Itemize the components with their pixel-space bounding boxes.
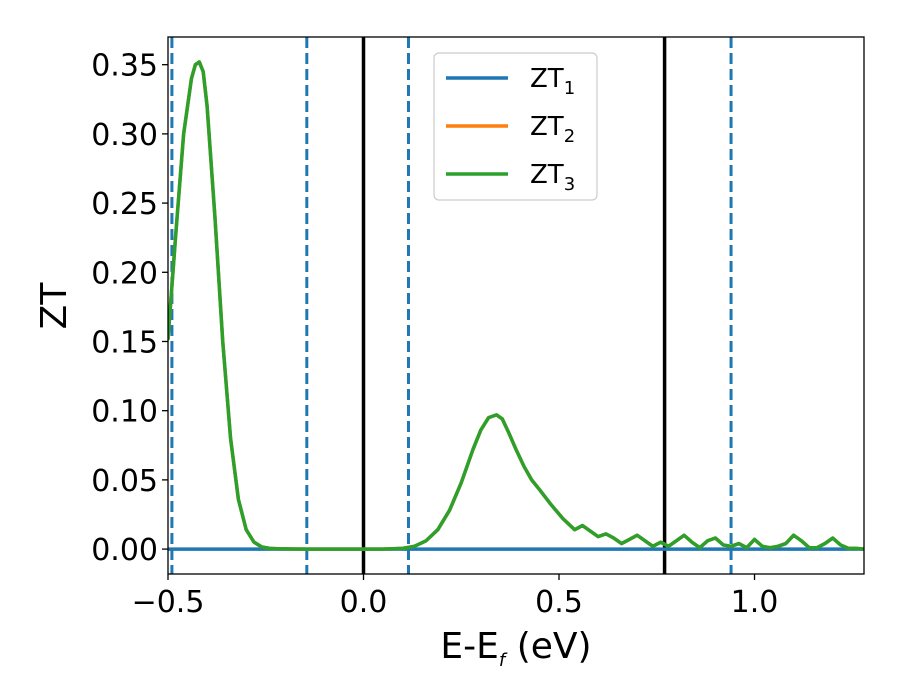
x-axis-title-main: E-E [440,626,498,667]
x-axis-title: E-Ef (eV) [440,626,591,671]
legend-label-zt2: ZT2 [530,112,575,147]
y-tick-label: 0.30 [91,118,158,153]
x-tick-label: 0.5 [535,585,583,620]
legend-label-zt1: ZT1 [530,64,575,99]
y-tick-label: 0.25 [91,187,158,222]
y-tick-label: 0.35 [91,49,158,84]
series-line-zt3 [168,60,864,551]
x-axis-title-sub: f [499,650,508,671]
legend: ZT1 ZT2 ZT3 [433,52,598,201]
y-axis-title: ZT [34,282,75,330]
x-axis-title-unit: (eV) [505,626,591,667]
legend-box [433,52,598,201]
x-tick-label: −0.5 [132,585,205,620]
y-tick-label: 0.10 [91,395,158,430]
y-tick-label: 0.20 [91,256,158,291]
y-tick-label: 0.05 [91,464,158,499]
y-tick-label: 0.15 [91,325,158,360]
x-tick-label: 1.0 [731,585,779,620]
y-tick-label: 0.00 [91,533,158,568]
axes-frame [167,36,865,575]
legend-label-zt3: ZT3 [530,160,575,195]
plot-area [168,37,864,574]
axis-ticks: −0.5 0.0 0.5 1.0 0.00 0.05 0.10 0.15 0.20 0.25 0.3… [91,49,778,620]
x-tick-label: 0.0 [340,585,388,620]
